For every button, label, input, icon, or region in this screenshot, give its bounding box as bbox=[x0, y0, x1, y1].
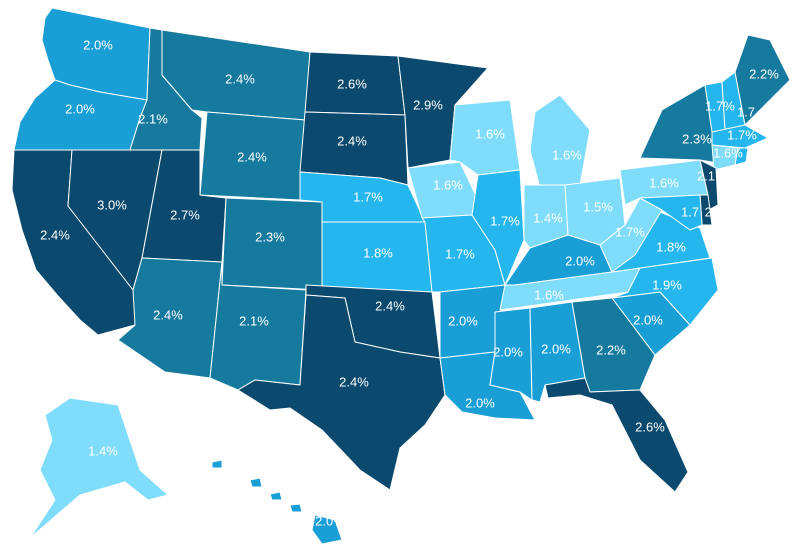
labels-layer: 2.0% 2.0% 2.4% 3.0% 2.1% 2.4% 2.4% 2.7% … bbox=[40, 37, 779, 528]
states-layer bbox=[11, 7, 791, 545]
value-label-maine: 2.2% bbox=[749, 66, 779, 81]
value-label-ohio: 1.5% bbox=[583, 199, 613, 214]
value-label-illinois: 1.7% bbox=[490, 213, 520, 228]
value-label-arizona: 2.4% bbox=[153, 307, 183, 322]
value-label-mississippi: 2.0% bbox=[493, 344, 523, 359]
value-label-nevada: 3.0% bbox=[97, 197, 127, 212]
value-label-florida: 2.6% bbox=[635, 419, 665, 434]
value-label-georgia: 2.2% bbox=[596, 342, 626, 357]
value-label-maryland: 1.7 bbox=[681, 204, 699, 219]
value-label-michigan: 1.6% bbox=[552, 147, 582, 162]
state-new-jersey[interactable] bbox=[699, 159, 719, 213]
value-label-hawaii: 2.0% bbox=[315, 513, 345, 528]
state-maryland[interactable] bbox=[639, 194, 703, 231]
value-label-alaska: 1.4% bbox=[88, 443, 118, 458]
value-label-virginia: 1.8% bbox=[656, 239, 686, 254]
state-rhode-island[interactable] bbox=[734, 147, 749, 166]
value-label-minnesota: 2.9% bbox=[413, 97, 443, 112]
state-north-carolina[interactable] bbox=[611, 257, 719, 326]
value-label-delaware: 2. bbox=[705, 204, 716, 219]
value-label-new-york: 2.3% bbox=[682, 131, 712, 146]
value-label-kentucky: 2.0% bbox=[565, 253, 595, 268]
value-label-idaho: 2.1% bbox=[138, 111, 168, 126]
value-label-nebraska: 1.7% bbox=[353, 189, 383, 204]
value-label-alabama: 2.0% bbox=[541, 341, 571, 356]
state-texas[interactable] bbox=[237, 294, 446, 491]
value-label-massachusetts: 1.7% bbox=[727, 127, 757, 142]
state-florida[interactable] bbox=[544, 377, 689, 493]
value-label-vermont: 1.7% bbox=[705, 98, 735, 113]
value-label-utah: 2.7% bbox=[170, 207, 200, 222]
value-label-montana: 2.4% bbox=[225, 71, 255, 86]
value-label-kansas: 1.8% bbox=[363, 245, 393, 260]
value-label-north-dakota: 2.6% bbox=[337, 76, 367, 91]
value-label-connecticut: 1.6% bbox=[713, 145, 743, 160]
value-label-new-jersey: 2.1 bbox=[697, 168, 715, 183]
value-label-wyoming: 2.4% bbox=[237, 149, 267, 164]
value-label-california: 2.4% bbox=[40, 227, 70, 242]
state-hawaii[interactable] bbox=[211, 459, 343, 545]
value-label-south-dakota: 2.4% bbox=[337, 133, 367, 148]
value-label-iowa: 1.6% bbox=[433, 177, 463, 192]
value-label-colorado: 2.3% bbox=[255, 229, 285, 244]
value-label-louisiana: 2.0% bbox=[465, 395, 495, 410]
value-label-south-carolina: 2.0% bbox=[633, 312, 663, 327]
value-label-indiana: 1.4% bbox=[533, 210, 563, 225]
value-label-wisconsin: 1.6% bbox=[475, 126, 505, 141]
value-label-new-mexico: 2.1% bbox=[239, 313, 269, 328]
value-label-missouri: 1.7% bbox=[445, 246, 475, 261]
state-alaska[interactable] bbox=[29, 397, 169, 539]
value-label-west-virginia: 1.7% bbox=[615, 224, 645, 239]
value-label-washington: 2.0% bbox=[83, 37, 113, 52]
value-label-north-carolina: 1.9% bbox=[652, 277, 682, 292]
value-label-oregon: 2.0% bbox=[65, 101, 95, 116]
value-label-pennsylvania: 1.6% bbox=[649, 175, 679, 190]
value-label-new-hampshire: 1.7 bbox=[737, 104, 755, 119]
value-label-texas: 2.4% bbox=[339, 374, 369, 389]
state-massachusetts[interactable] bbox=[711, 124, 769, 149]
value-label-oklahoma: 2.4% bbox=[375, 298, 405, 313]
value-label-arkansas: 2.0% bbox=[448, 313, 478, 328]
value-label-tennessee: 1.6% bbox=[534, 287, 564, 302]
state-michigan[interactable] bbox=[529, 94, 591, 189]
